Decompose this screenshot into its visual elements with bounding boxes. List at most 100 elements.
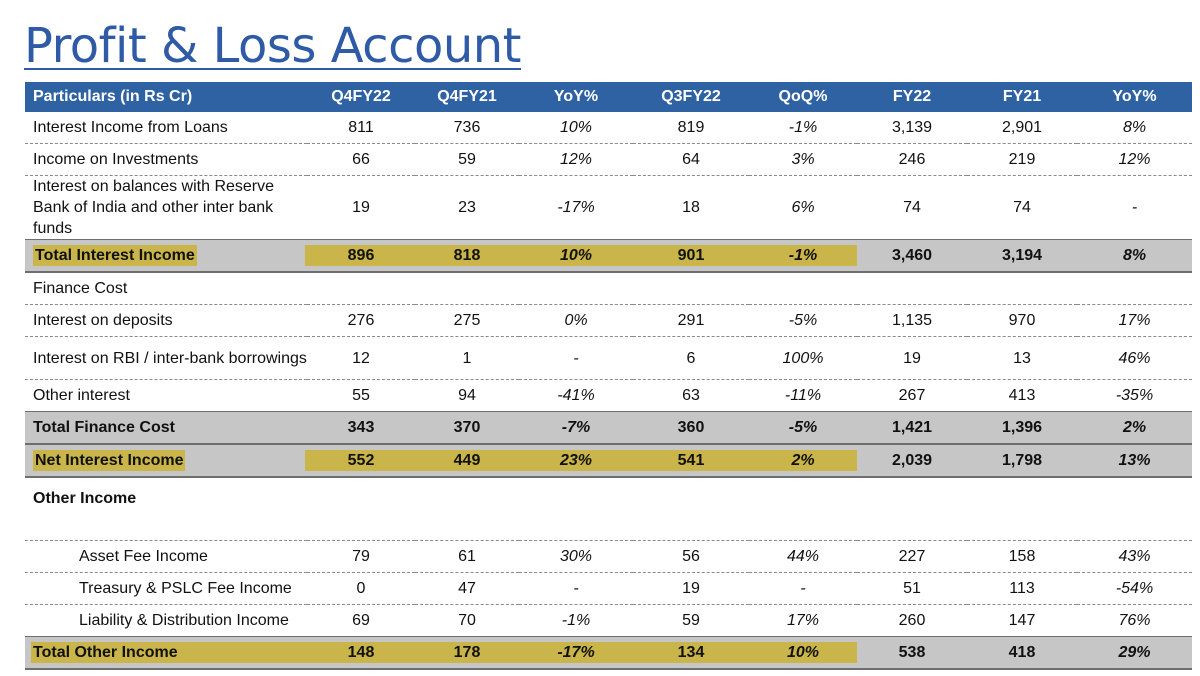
- cell: 0%: [519, 304, 633, 337]
- row-label: Net Interest Income: [25, 443, 307, 478]
- cell: 66: [307, 143, 415, 176]
- cell: 1: [415, 336, 519, 380]
- cell: 276: [307, 304, 415, 337]
- cell: 246: [857, 143, 967, 176]
- section-row: Other Income: [25, 477, 1192, 518]
- highlight-mark: 896: [305, 245, 417, 266]
- cell: 10%: [517, 239, 635, 273]
- highlight-mark: 901: [631, 245, 751, 266]
- row-label: Interest on RBI / inter-bank borrowings: [25, 336, 307, 380]
- row-label: Interest Income from Loans: [25, 112, 307, 144]
- highlight-mark: Net Interest Income: [33, 450, 186, 471]
- highlight-mark: 134: [631, 642, 751, 663]
- cell: 901: [631, 239, 751, 273]
- highlight-mark: 449: [413, 450, 521, 471]
- table-header-row: Particulars (in Rs Cr) Q4FY22 Q4FY21 YoY…: [25, 82, 1192, 112]
- cell: 970: [967, 304, 1077, 337]
- cell: [415, 477, 519, 518]
- highlight-mark: 23%: [517, 450, 635, 471]
- table-row: Liability & Distribution Income 69 70 -1…: [25, 604, 1192, 637]
- row-label: Liability & Distribution Income: [25, 604, 307, 637]
- cell: 43%: [1077, 540, 1192, 573]
- cell: 1,135: [857, 304, 967, 337]
- spacer-cell: [25, 518, 1192, 541]
- header-q4fy22: Q4FY22: [307, 82, 415, 112]
- cell: -5%: [749, 411, 857, 445]
- cell: 79: [307, 540, 415, 573]
- total-row: Total Interest Income 896 818 10% 901 -1…: [25, 239, 1192, 273]
- cell: 64: [633, 143, 749, 176]
- cell: 541: [631, 443, 751, 478]
- cell: 3,194: [967, 239, 1077, 273]
- cell: [967, 272, 1077, 305]
- cell: -54%: [1077, 572, 1192, 605]
- row-label: Total Interest Income: [25, 239, 307, 273]
- cell: [633, 477, 749, 518]
- header-q3fy22: Q3FY22: [633, 82, 749, 112]
- row-label: Interest on deposits: [25, 304, 307, 337]
- cell: 19: [307, 175, 415, 240]
- highlight-mark: 818: [413, 245, 521, 266]
- cell: 55: [307, 379, 415, 412]
- cell: 12%: [519, 143, 633, 176]
- cell: 74: [857, 175, 967, 240]
- table-row: Interest on deposits 276 275 0% 291 -5% …: [25, 304, 1192, 337]
- cell: 227: [857, 540, 967, 573]
- cell: 219: [967, 143, 1077, 176]
- row-label: Asset Fee Income: [25, 540, 307, 573]
- table-row: Other interest 55 94 -41% 63 -11% 267 41…: [25, 379, 1192, 412]
- cell: [857, 477, 967, 518]
- total-row: Total Finance Cost 343 370 -7% 360 -5% 1…: [25, 411, 1192, 445]
- cell: 10%: [519, 112, 633, 144]
- cell: -1%: [519, 604, 633, 637]
- cell: 1,421: [857, 411, 967, 445]
- header-fy21: FY21: [967, 82, 1077, 112]
- cell: 56: [633, 540, 749, 573]
- highlight-mark: 552: [305, 450, 417, 471]
- cell: -: [519, 572, 633, 605]
- cell: 267: [857, 379, 967, 412]
- page-title: Profit & Loss Account: [24, 18, 522, 74]
- cell: 552: [305, 443, 417, 478]
- cell: 74: [967, 175, 1077, 240]
- cell: 818: [413, 239, 521, 273]
- highlight-mark: 2%: [747, 450, 859, 471]
- table-row: Interest Income from Loans 811 736 10% 8…: [25, 112, 1192, 144]
- cell: [633, 272, 749, 305]
- cell: 51: [857, 572, 967, 605]
- row-label: Interest on balances with Reserve Bank o…: [25, 175, 307, 240]
- cell: [749, 477, 857, 518]
- header-particulars: Particulars (in Rs Cr): [25, 82, 307, 112]
- cell: 70: [415, 604, 519, 637]
- row-label: Total Finance Cost: [25, 411, 307, 445]
- cell: 2,901: [967, 112, 1077, 144]
- cell: 1,396: [967, 411, 1077, 445]
- cell: [307, 477, 415, 518]
- highlight-mark: 148: [305, 642, 417, 663]
- highlight-mark: -1%: [747, 245, 859, 266]
- cell: 0: [307, 572, 415, 605]
- cell: 46%: [1077, 336, 1192, 380]
- header-fy22: FY22: [857, 82, 967, 112]
- cell: 6: [633, 336, 749, 380]
- cell: 12%: [1077, 143, 1192, 176]
- cell: 44%: [749, 540, 857, 573]
- total-row: Net Interest Income 552 449 23% 541 2% 2…: [25, 443, 1192, 478]
- cell: 19: [857, 336, 967, 380]
- header-yoy-year: YoY%: [1077, 82, 1192, 112]
- cell: 18: [633, 175, 749, 240]
- cell: -: [519, 336, 633, 380]
- row-label: Total Other Income: [25, 636, 309, 670]
- highlight-mark: Total Other Income: [31, 642, 309, 663]
- cell: 12: [307, 336, 415, 380]
- header-q4fy21: Q4FY21: [415, 82, 519, 112]
- cell: 113: [967, 572, 1077, 605]
- highlight-mark: 541: [631, 450, 751, 471]
- row-label: Other Income: [33, 489, 137, 507]
- cell: [857, 272, 967, 305]
- cell: [967, 477, 1077, 518]
- row-label: Income on Investments: [25, 143, 307, 176]
- cell: 13: [967, 336, 1077, 380]
- cell: 47: [415, 572, 519, 605]
- cell: [749, 272, 857, 305]
